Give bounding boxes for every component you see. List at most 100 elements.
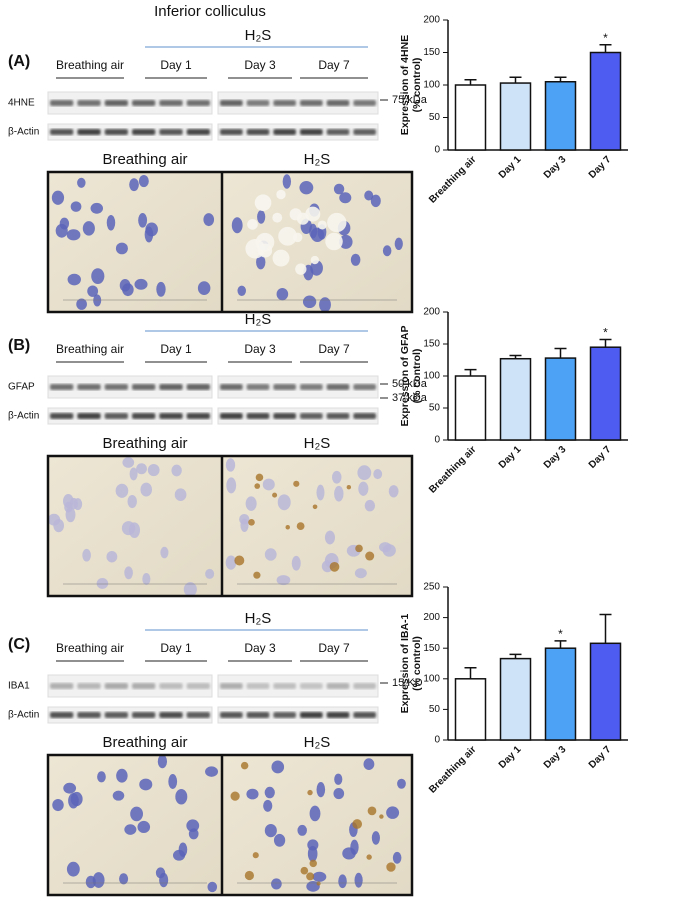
y-tick-label: 150	[423, 643, 440, 654]
nucleus	[122, 283, 134, 297]
blot-band	[104, 100, 128, 106]
blot-band	[77, 384, 101, 390]
bar	[544, 647, 577, 741]
nucleus	[316, 781, 326, 798]
blot-band	[159, 712, 183, 718]
nucleus	[175, 788, 188, 805]
y-axis-label: Expression of IBA-1	[399, 613, 411, 713]
nucleus	[203, 213, 215, 227]
bar	[454, 84, 487, 151]
stained-cell	[367, 806, 377, 816]
figure-title: Inferior colliculus	[154, 3, 266, 20]
blot-band	[104, 712, 128, 718]
blot-band	[246, 413, 270, 419]
vacuole	[292, 232, 303, 243]
nucleus	[73, 498, 83, 511]
nucleus	[282, 174, 292, 189]
error-bar	[509, 653, 522, 659]
nucleus	[357, 465, 372, 481]
error-bar	[509, 354, 522, 359]
nucleus	[70, 201, 82, 212]
blot-band	[300, 384, 323, 390]
nucleus	[319, 297, 331, 313]
micrograph	[222, 456, 412, 596]
blot-label: β-Actin	[8, 411, 39, 422]
image-label: Breathing air	[102, 435, 187, 452]
nucleus	[205, 568, 215, 579]
nucleus	[388, 485, 399, 498]
blot-label: β-Actin	[8, 710, 39, 721]
nucleus	[397, 778, 406, 789]
nucleus	[92, 872, 105, 888]
nucleus	[231, 217, 243, 234]
group-label: Day 1	[160, 641, 192, 655]
blot-band	[186, 683, 210, 689]
nucleus	[394, 237, 403, 251]
vacuole	[272, 212, 283, 223]
nucleus	[116, 768, 128, 783]
nucleus	[334, 485, 344, 502]
treatment-label: H₂S	[245, 610, 272, 627]
nucleus	[271, 878, 282, 890]
nucleus	[277, 494, 291, 511]
nucleus	[262, 478, 275, 491]
vacuole	[254, 194, 272, 212]
nucleus	[147, 463, 160, 477]
nucleus	[67, 273, 81, 286]
nucleus	[157, 754, 168, 769]
nucleus	[205, 766, 219, 777]
nucleus	[333, 183, 345, 195]
blot-label: 4HNE	[8, 98, 35, 109]
nucleus	[144, 226, 154, 243]
image-label: H₂S	[304, 435, 331, 452]
bar	[499, 82, 532, 151]
nucleus	[66, 861, 80, 877]
nucleus	[256, 254, 266, 270]
blot-band	[132, 683, 156, 689]
group-label: Breathing air	[56, 58, 124, 72]
blot-band	[132, 712, 156, 718]
y-tick-label: 150	[423, 47, 440, 58]
nucleus	[63, 782, 77, 794]
nucleus	[124, 824, 137, 835]
stained-cell	[352, 819, 363, 829]
blot-band	[300, 413, 323, 419]
stained-cell	[293, 480, 300, 487]
error-bar	[599, 613, 612, 644]
nucleus	[334, 773, 343, 785]
bar	[544, 81, 577, 151]
nucleus	[302, 295, 317, 309]
nucleus	[51, 190, 65, 205]
bar	[589, 51, 622, 151]
nucleus	[264, 548, 277, 561]
stained-cell	[312, 504, 318, 510]
nucleus	[392, 851, 402, 864]
blot-band	[353, 683, 376, 689]
nucleus	[137, 820, 151, 834]
stained-cell	[254, 483, 261, 489]
nucleus	[142, 573, 151, 585]
blot-band	[159, 100, 183, 106]
x-tick-label: Day 1	[497, 444, 524, 471]
marker-label: 50 kDa	[392, 378, 428, 390]
blot-band	[77, 683, 101, 689]
nucleus	[156, 281, 166, 297]
nucleus	[65, 507, 76, 523]
stained-cell	[255, 473, 264, 482]
nucleus	[66, 229, 81, 241]
blot-band	[104, 413, 128, 419]
nucleus	[124, 566, 133, 580]
nucleus	[237, 285, 246, 296]
blot-band	[246, 100, 270, 106]
blot-band	[77, 413, 101, 419]
blot-band	[132, 413, 156, 419]
x-tick-label: Breathing air	[427, 154, 478, 205]
error-bar	[464, 667, 477, 679]
blot-band	[104, 683, 128, 689]
blot-band	[77, 129, 101, 135]
y-axis-label: Expression of GFAP	[399, 326, 411, 427]
blot-band	[50, 384, 74, 390]
blot-band	[353, 384, 376, 390]
blot-band	[159, 683, 183, 689]
